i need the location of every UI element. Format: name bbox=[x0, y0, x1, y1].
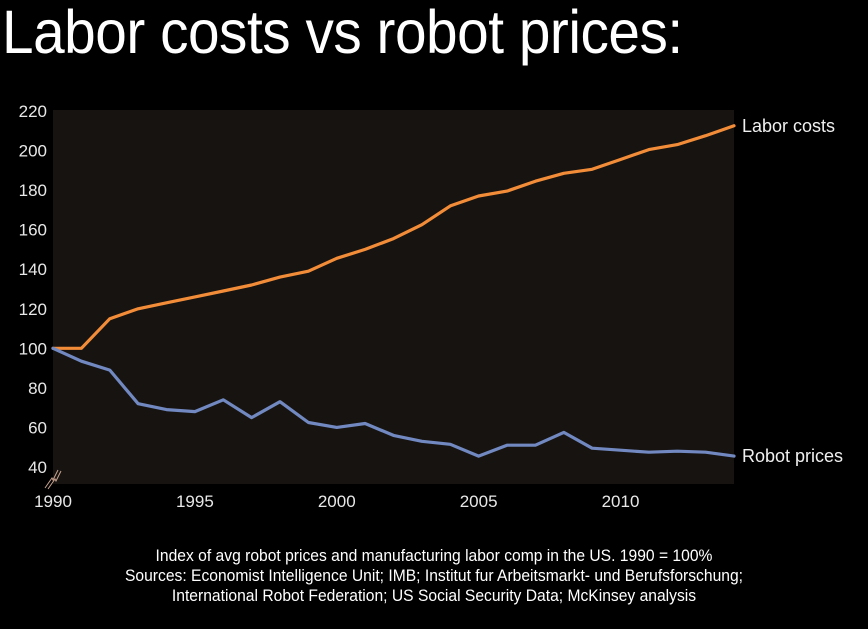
y-tick-label: 200 bbox=[19, 142, 47, 161]
y-axis: 40 60 80 100 120 140 160 180 200 220 bbox=[19, 102, 47, 477]
y-tick-label: 180 bbox=[19, 181, 47, 200]
plot-area bbox=[53, 110, 734, 484]
x-axis: 1990 1995 2000 2005 2010 bbox=[34, 492, 639, 511]
x-tick-label: 1990 bbox=[34, 492, 72, 511]
x-tick-label: 2005 bbox=[460, 492, 498, 511]
y-tick-label: 40 bbox=[28, 458, 47, 477]
series-labels: Labor costs Robot prices bbox=[742, 116, 843, 466]
robot-prices-line bbox=[51, 346, 736, 458]
labor-costs-line bbox=[51, 124, 736, 350]
y-tick-label: 160 bbox=[19, 221, 47, 240]
y-tick-label: 80 bbox=[28, 379, 47, 398]
robot-prices-label: Robot prices bbox=[742, 446, 843, 466]
x-tick-label: 2000 bbox=[318, 492, 356, 511]
axis-break-stroke bbox=[47, 470, 62, 490]
chart-caption: Index of avg robot prices and manufactur… bbox=[35, 546, 834, 606]
slide-title: Labor costs vs robot prices: bbox=[2, 0, 683, 66]
caption-line-1: Index of avg robot prices and manufactur… bbox=[155, 546, 713, 565]
x-tick-label: 2010 bbox=[602, 492, 640, 511]
y-tick-label: 60 bbox=[28, 418, 47, 437]
labor-costs-label: Labor costs bbox=[742, 116, 835, 136]
axis-break-icon bbox=[44, 469, 62, 490]
y-tick-label: 100 bbox=[19, 339, 47, 358]
series-group bbox=[51, 124, 736, 458]
caption-sources-line-1: Sources: Economist Intelligence Unit; IM… bbox=[124, 566, 744, 585]
axis-break-stroke bbox=[44, 469, 59, 489]
y-tick-label: 120 bbox=[19, 300, 47, 319]
x-tick-label: 1995 bbox=[176, 492, 214, 511]
y-tick-label: 140 bbox=[19, 260, 47, 279]
y-tick-label: 220 bbox=[19, 102, 47, 121]
caption-sources-line-2: International Robot Federation; US Socia… bbox=[171, 586, 697, 605]
